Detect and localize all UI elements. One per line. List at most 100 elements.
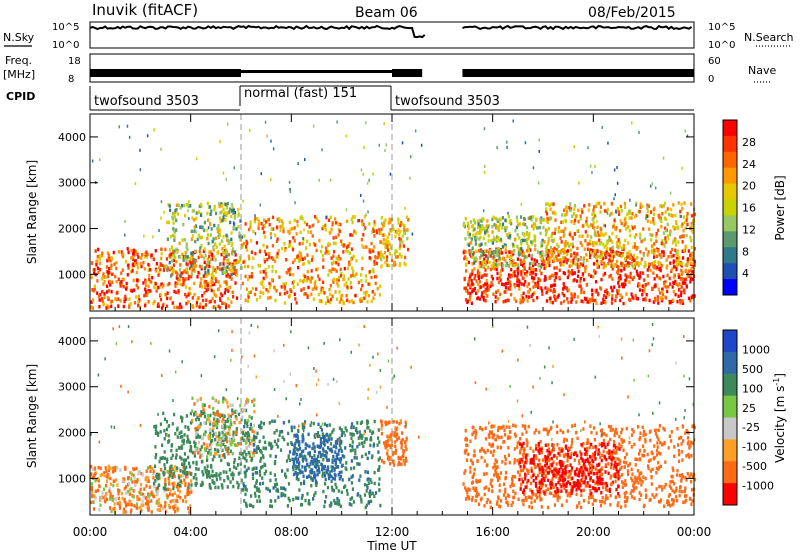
data-cell <box>565 243 568 248</box>
data-cell <box>174 255 177 260</box>
data-cell <box>317 219 320 224</box>
data-cell <box>390 457 393 462</box>
data-cell <box>628 209 631 214</box>
data-cell <box>648 264 651 269</box>
data-cell <box>365 213 367 217</box>
data-cell <box>299 230 302 234</box>
data-cell <box>485 260 488 265</box>
data-cell <box>484 268 487 272</box>
data-cell <box>167 476 170 480</box>
data-cell <box>686 222 689 227</box>
data-cell <box>302 457 305 461</box>
data-cell <box>383 223 386 227</box>
data-cell <box>138 469 141 474</box>
data-cell <box>184 270 187 274</box>
data-cell <box>494 295 497 299</box>
data-cell <box>499 269 502 273</box>
data-cell <box>223 265 226 269</box>
data-cell <box>182 222 185 227</box>
data-cell <box>126 247 129 251</box>
data-cell <box>606 239 609 243</box>
data-cell <box>334 450 337 454</box>
data-cell <box>274 454 277 459</box>
data-cell <box>608 275 611 279</box>
data-cell <box>528 266 531 270</box>
data-cell <box>212 245 215 249</box>
data-cell <box>122 277 125 282</box>
data-cell <box>217 437 220 441</box>
data-cell <box>664 226 667 231</box>
data-cell <box>199 455 202 459</box>
data-cell <box>293 292 296 296</box>
data-cell <box>243 403 246 407</box>
data-cell <box>193 412 196 416</box>
data-cell <box>168 474 171 478</box>
data-cell <box>164 466 167 471</box>
data-cell <box>142 261 145 265</box>
data-cell <box>377 428 380 432</box>
data-cell <box>550 216 553 220</box>
data-cell <box>148 279 152 284</box>
data-cell <box>485 254 488 258</box>
data-cell <box>175 260 178 264</box>
data-cell <box>308 277 312 281</box>
data-cell <box>478 237 481 241</box>
data-cell <box>227 252 230 257</box>
data-cell <box>604 232 607 236</box>
data-cell <box>211 474 215 478</box>
data-cell <box>403 261 406 266</box>
data-cell <box>137 294 140 299</box>
data-cell <box>617 281 620 285</box>
data-cell <box>222 258 225 263</box>
data-cell <box>258 249 261 254</box>
data-cell <box>326 485 330 490</box>
data-cell <box>494 250 497 254</box>
data-cell <box>653 242 656 246</box>
data-cell <box>327 218 331 222</box>
data-cell <box>288 294 292 298</box>
data-cell <box>400 220 403 225</box>
data-cell <box>177 494 180 498</box>
data-cell <box>378 465 381 469</box>
data-cell <box>544 286 547 290</box>
data-cell <box>567 269 570 273</box>
data-cell <box>253 466 256 471</box>
data-cell <box>332 454 335 459</box>
data-cell <box>313 458 316 462</box>
data-cell <box>575 214 578 218</box>
data-cell <box>671 214 674 218</box>
data-cell <box>185 492 188 496</box>
data-cell <box>659 266 662 271</box>
data-cell <box>524 238 527 243</box>
data-cell <box>134 483 137 487</box>
data-cell <box>222 217 225 222</box>
data-cell <box>617 278 621 282</box>
data-cell <box>245 245 248 249</box>
data-cell <box>177 486 180 491</box>
data-cell <box>179 469 182 473</box>
data-cell <box>232 430 235 435</box>
data-cell <box>165 257 168 261</box>
data-cell <box>486 219 489 223</box>
data-cell <box>290 289 293 294</box>
data-cell <box>324 301 327 305</box>
data-cell <box>474 238 477 242</box>
data-cell <box>360 273 363 277</box>
data-cell <box>223 414 226 419</box>
data-cell <box>104 494 107 498</box>
data-cell <box>601 232 604 236</box>
data-cell <box>665 258 668 262</box>
data-cell <box>405 459 408 463</box>
data-cell <box>317 464 320 469</box>
data-cell <box>240 235 243 239</box>
data-cell <box>276 225 279 230</box>
data-cell <box>684 263 687 267</box>
data-cell <box>519 298 522 302</box>
data-cell <box>215 434 218 439</box>
data-cell <box>237 483 240 487</box>
data-cell <box>535 259 538 263</box>
data-cell <box>478 264 481 269</box>
data-cell <box>217 304 220 309</box>
data-cell <box>479 229 482 234</box>
data-cell <box>109 476 112 481</box>
